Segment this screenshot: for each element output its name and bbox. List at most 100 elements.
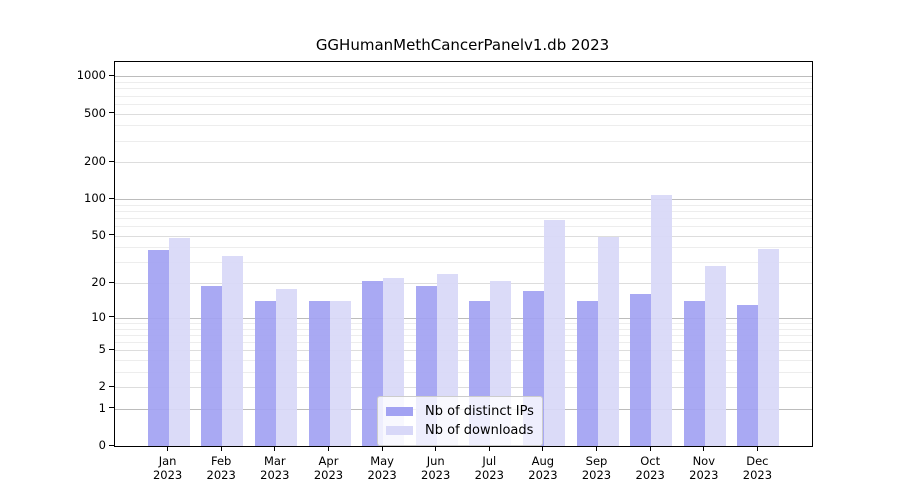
gridline-800 — [115, 88, 812, 90]
xtick-label-apr: Apr 2023 — [313, 454, 344, 482]
ytick-mark-20 — [109, 281, 114, 283]
gridline-900 — [115, 82, 812, 84]
xtick-mark-nov — [703, 446, 705, 451]
ytick-mark-10 — [109, 316, 114, 318]
ytick-mark-0 — [109, 444, 114, 446]
gridline-700 — [115, 95, 812, 97]
legend-label-distinct-ips: Nb of distinct IPs — [425, 404, 534, 419]
xtick-label-dec: Dec 2023 — [742, 454, 773, 482]
ytick-mark-5 — [109, 348, 114, 350]
gridline-80 — [115, 210, 812, 212]
ytick-label-200: 200 — [84, 154, 106, 169]
gridline-300 — [115, 140, 812, 142]
xtick-mark-oct — [649, 446, 651, 451]
ytick-mark-1 — [109, 407, 114, 409]
xtick-label-nov: Nov 2023 — [689, 454, 719, 482]
gridline-90 — [115, 204, 812, 206]
xtick-mark-sep — [596, 446, 597, 451]
xtick-label-may: May 2023 — [367, 454, 397, 482]
gridline-9 — [115, 322, 812, 324]
legend-entry-downloads: Nb of downloads — [386, 421, 534, 440]
bar-downloads-apr — [329, 301, 351, 446]
gridline-200 — [115, 162, 812, 164]
legend-entry-distinct-ips: Nb of distinct IPs — [386, 402, 534, 421]
bar-downloads-jan — [168, 237, 190, 446]
bar-ips-dec — [737, 304, 759, 446]
bar-downloads-feb — [222, 255, 244, 446]
gridline-500 — [115, 113, 812, 115]
ytick-label-1000: 1000 — [76, 68, 106, 83]
xtick-mark-mar — [274, 446, 276, 451]
bar-ips-sep — [576, 301, 598, 446]
gridline-400 — [115, 125, 812, 127]
xtick-label-oct: Oct 2023 — [635, 454, 665, 482]
bar-downloads-nov — [704, 265, 726, 446]
ytick-label-10: 10 — [91, 309, 106, 324]
xtick-label-jan: Jan 2023 — [152, 454, 183, 482]
xtick-mark-jun — [435, 446, 437, 451]
gridline-6 — [115, 341, 812, 343]
gridline-70 — [115, 218, 812, 219]
ytick-label-5: 5 — [98, 342, 106, 357]
gridline-2 — [115, 387, 812, 389]
gridline-10 — [115, 317, 812, 319]
ytick-mark-50 — [109, 234, 114, 236]
legend-swatch-distinct-ips — [386, 406, 413, 417]
xtick-label-sep: Sep 2023 — [581, 454, 612, 482]
legend: Nb of distinct IPs Nb of downloads — [377, 396, 543, 446]
bar-ips-mar — [254, 301, 276, 446]
bar-ips-feb — [201, 285, 223, 446]
bar-ips-jan — [147, 250, 169, 446]
bar-downloads-sep — [597, 236, 619, 446]
xtick-label-aug: Aug 2023 — [528, 454, 558, 482]
plot-area: Nb of distinct IPs Nb of downloads — [114, 61, 813, 447]
ytick-mark-500 — [109, 112, 114, 113]
gridline-40 — [115, 247, 812, 249]
bar-downloads-aug — [543, 220, 565, 446]
xtick-label-jun: Jun 2023 — [421, 454, 451, 482]
ytick-mark-100 — [109, 197, 114, 199]
xtick-label-jul: Jul 2023 — [474, 454, 504, 482]
bar-downloads-mar — [275, 288, 297, 446]
ytick-label-50: 50 — [91, 227, 106, 242]
xtick-mark-dec — [756, 446, 758, 451]
gridline-1000 — [115, 76, 812, 78]
gridline-7 — [115, 334, 812, 336]
xtick-mark-jan — [167, 446, 169, 451]
xtick-mark-feb — [220, 446, 222, 451]
bar-ips-nov — [683, 301, 705, 446]
gridline-60 — [115, 226, 812, 228]
xtick-label-mar: Mar 2023 — [260, 454, 290, 482]
ytick-label-0: 0 — [98, 438, 106, 452]
gridline-4 — [115, 359, 812, 361]
ytick-label-100: 100 — [84, 191, 106, 206]
gridline-8 — [115, 328, 812, 330]
gridline-20 — [115, 283, 812, 285]
xtick-mark-apr — [328, 446, 329, 451]
gridline-600 — [115, 103, 812, 105]
ytick-mark-1000 — [109, 74, 114, 76]
ytick-mark-2 — [109, 385, 114, 387]
ytick-label-20: 20 — [91, 275, 106, 290]
ytick-label-1: 1 — [98, 400, 106, 415]
gridline-3 — [115, 371, 812, 373]
xtick-label-feb: Feb 2023 — [206, 454, 236, 482]
legend-swatch-downloads — [386, 425, 413, 436]
xtick-mark-aug — [542, 446, 544, 451]
chart-title: GGHumanMethCancerPanelv1.db 2023 — [315, 36, 610, 54]
xtick-mark-may — [381, 446, 383, 451]
gridline-100 — [115, 199, 812, 201]
bar-downloads-oct — [651, 194, 673, 446]
bar-ips-oct — [630, 294, 652, 446]
legend-label-downloads: Nb of downloads — [425, 423, 534, 438]
bar-downloads-dec — [758, 248, 780, 446]
ytick-mark-200 — [109, 160, 114, 162]
gridline-30 — [115, 262, 812, 264]
bar-ips-apr — [308, 301, 330, 446]
xtick-mark-jul — [488, 446, 490, 451]
gridline-50 — [115, 235, 812, 237]
ytick-label-500: 500 — [84, 105, 106, 120]
gridline-5 — [115, 350, 812, 352]
ytick-label-2: 2 — [98, 379, 106, 394]
